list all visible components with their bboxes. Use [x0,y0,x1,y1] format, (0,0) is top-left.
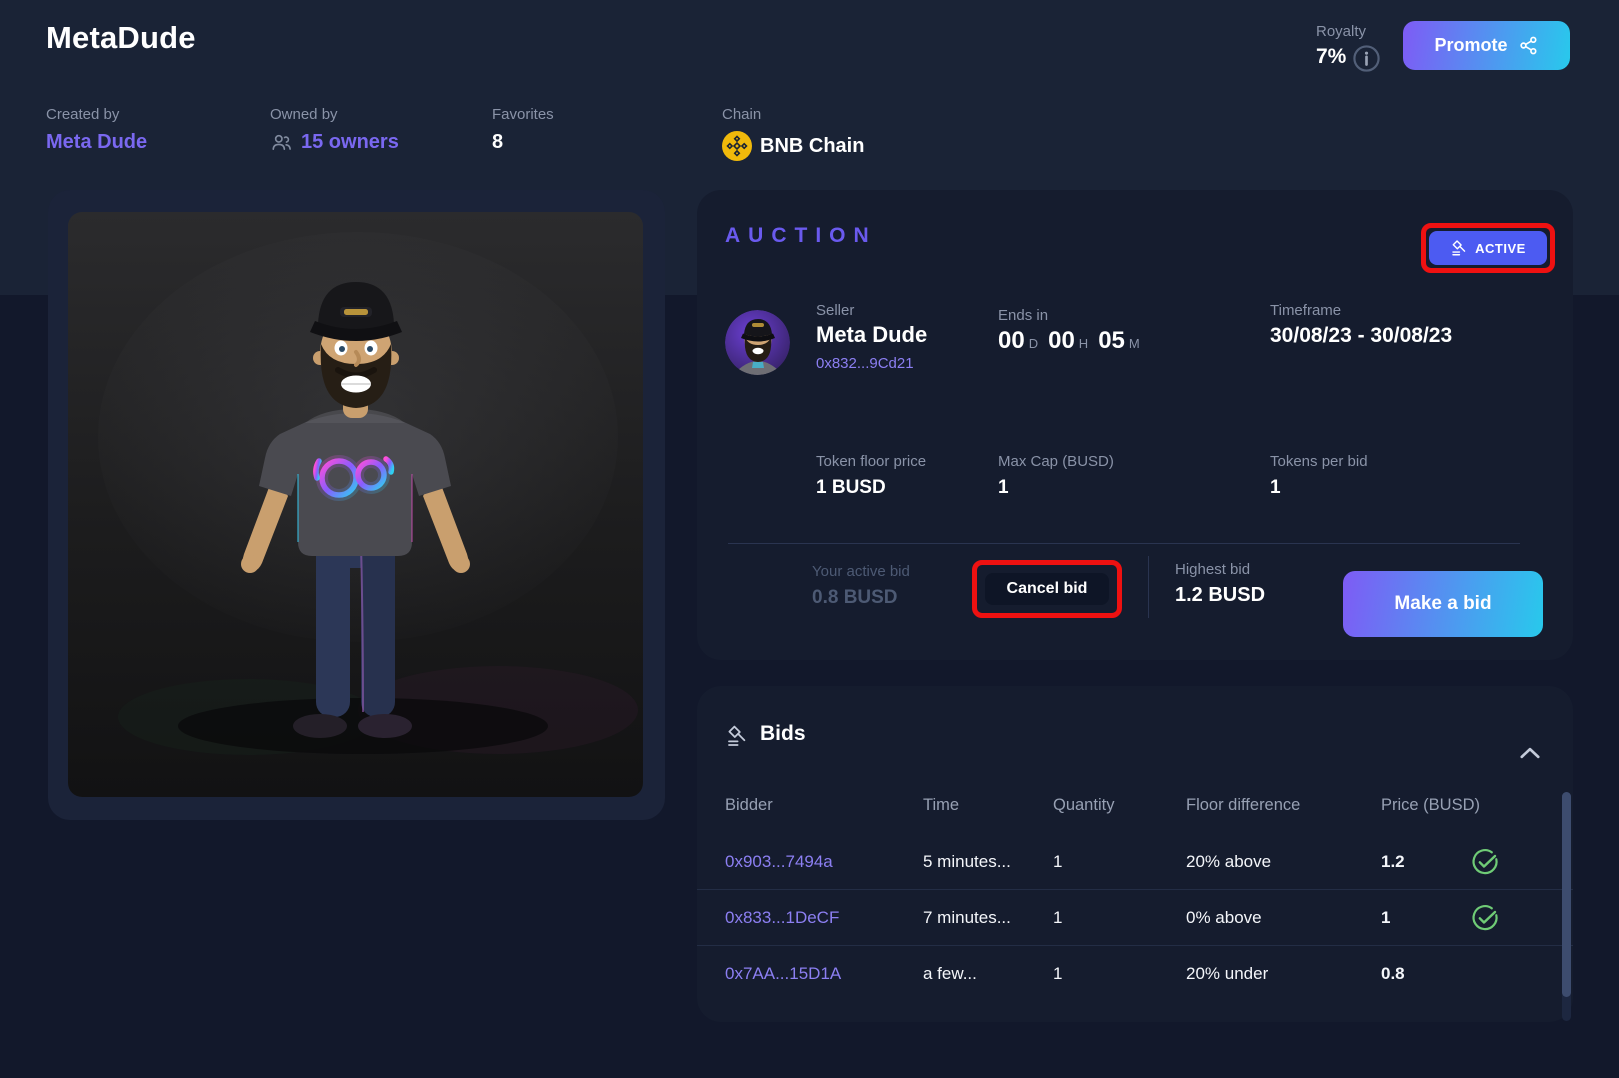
countdown: 00 D 00 H 05 M [998,327,1150,355]
section-divider [728,543,1520,544]
gavel-icon [1450,239,1468,257]
cancel-bid-annotation: Cancel bid [972,560,1122,618]
bidder-address-link[interactable]: 0x903...7494a [725,851,833,871]
countdown-hours: 00 [1048,327,1075,354]
nft-image-card [48,190,665,820]
page-title: MetaDude [46,20,196,55]
auction-panel: AUCTION ACTIVE [697,190,1573,660]
seller-avatar[interactable] [725,310,790,375]
bid-time: 5 minutes... [923,851,1011,871]
owners-icon [270,131,293,154]
bid-quantity: 1 [1053,907,1063,927]
token-floor-price-label: Token floor price [816,453,927,470]
check-circle-icon [1470,903,1500,933]
created-by-label: Created by [46,106,120,123]
royalty-value: 7% [1316,45,1347,68]
created-by-link[interactable]: Meta Dude [46,131,148,153]
column-header-time: Time [923,796,960,814]
your-active-bid-value: 0.8 BUSD [812,587,898,608]
tokens-per-bid-value: 1 [1270,477,1281,498]
bid-floor-difference: 20% under [1186,963,1269,983]
info-icon[interactable] [1352,44,1381,73]
timeframe-value: 30/08/23 - 30/08/23 [1270,324,1453,347]
auction-section-title: AUCTION [725,224,877,247]
countdown-days-unit: D [1028,336,1039,351]
countdown-days: 00 [998,327,1025,354]
timeframe-label: Timeframe [1270,302,1342,319]
chain-name: BNB Chain [760,134,865,157]
favorites-label: Favorites [492,106,554,123]
owned-by-label: Owned by [270,106,338,123]
chevron-up-icon[interactable] [1519,746,1541,760]
column-header-floor-difference: Floor difference [1186,796,1301,814]
column-header-quantity: Quantity [1053,796,1115,814]
make-a-bid-button[interactable]: Make a bid [1343,571,1543,637]
bid-quantity: 1 [1053,963,1063,983]
bid-price: 1.2 [1381,851,1405,871]
column-header-bidder: Bidder [725,796,773,814]
active-status-annotation: ACTIVE [1421,223,1555,273]
check-circle-icon [1470,847,1500,877]
status-badge-label: ACTIVE [1475,240,1526,256]
bids-table-body: 0x903...7494a 5 minutes... 1 20% above 1… [697,834,1573,1001]
cancel-bid-button[interactable]: Cancel bid [985,573,1109,605]
promote-button[interactable]: Promote [1403,21,1570,70]
nft-image[interactable] [68,212,643,797]
bnb-chain-icon [722,131,752,161]
owned-by-value: 15 owners [270,131,399,154]
scrollbar-thumb[interactable] [1562,792,1571,997]
favorites-count: 8 [492,131,504,153]
chain-label: Chain [722,106,762,123]
table-row: 0x903...7494a 5 minutes... 1 20% above 1… [697,834,1573,889]
max-cap-label: Max Cap (BUSD) [998,453,1114,470]
countdown-minutes: 05 [1098,327,1125,354]
bidder-address-link[interactable]: 0x7AA...15D1A [725,963,842,983]
token-floor-price-value: 1 BUSD [816,477,886,498]
tokens-per-bid-label: Tokens per bid [1270,453,1368,470]
gavel-icon [725,724,749,748]
bid-quantity: 1 [1053,851,1063,871]
highest-bid-value: 1.2 BUSD [1175,584,1266,606]
owners-count-link[interactable]: 15 owners [301,131,399,153]
bid-time: a few... [923,963,977,983]
bids-section-title: Bids [760,722,806,745]
bid-floor-difference: 20% above [1186,851,1272,871]
chain-value: BNB Chain [722,131,864,161]
bids-panel: Bids Bidder Time Quantity Floor differen… [697,686,1573,1022]
column-header-price: Price (BUSD) [1381,796,1481,814]
countdown-minutes-unit: M [1128,336,1140,351]
royalty-label: Royalty [1316,23,1367,40]
scrollbar [1562,792,1571,1021]
table-row: 0x833...1DeCF 7 minutes... 1 0% above 1 [697,889,1573,945]
bid-time: 7 minutes... [923,907,1011,927]
table-row: 0x7AA...15D1A a few... 1 20% under 0.8 [697,945,1573,1001]
bid-price: 1 [1381,907,1391,927]
promote-button-label: Promote [1434,35,1508,55]
max-cap-value: 1 [998,477,1009,498]
bidder-address-link[interactable]: 0x833...1DeCF [725,907,840,927]
seller-label: Seller [816,302,855,319]
vertical-divider [1148,556,1149,618]
your-active-bid-label: Your active bid [812,563,910,580]
seller-name: Meta Dude [816,322,928,347]
bid-price: 0.8 [1381,963,1405,983]
ends-in-label: Ends in [998,307,1049,324]
seller-address-link[interactable]: 0x832...9Cd21 [816,355,914,372]
countdown-hours-unit: H [1078,336,1089,351]
bid-floor-difference: 0% above [1186,907,1262,927]
status-badge: ACTIVE [1429,231,1547,265]
share-icon [1518,35,1539,56]
highest-bid-label: Highest bid [1175,561,1251,578]
